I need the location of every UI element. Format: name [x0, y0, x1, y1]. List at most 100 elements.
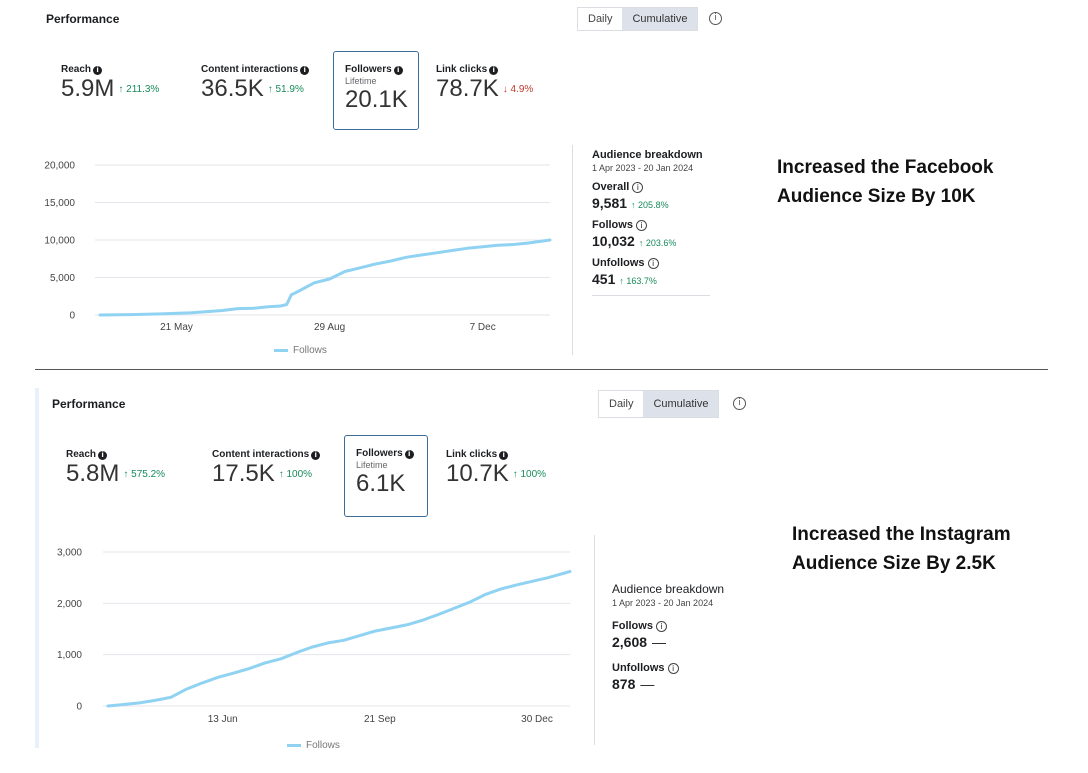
metric-label: Followers	[356, 448, 403, 459]
metric-link-clicks[interactable]: Link clicks i 78.7K ↓ 4.9%	[436, 64, 533, 103]
breakdown-change: —	[652, 634, 667, 650]
breakdown-label-follows: Follows	[592, 219, 633, 231]
metric-change: ↓ 4.9%	[502, 84, 534, 95]
metric-value: 78.7K	[436, 75, 499, 102]
y-tick-label: 1,000	[57, 650, 82, 661]
breakdown-change: ↑ 205.8%	[631, 200, 669, 210]
legend-label: Follows	[293, 345, 327, 356]
daily-toggle-button[interactable]: Daily	[609, 398, 634, 410]
metric-change: ↑ 51.9%	[267, 84, 304, 95]
info-filled-icon[interactable]: i	[404, 450, 414, 459]
legend-swatch	[287, 744, 301, 747]
breakdown-title: Audience breakdown	[612, 582, 725, 596]
cumulative-toggle-button[interactable]: Cumulative	[622, 8, 698, 30]
breakdown-label-unfollows: Unfollows	[612, 662, 665, 674]
metric-value: 17.5K	[212, 460, 275, 487]
caption-line: Increased the Facebook	[777, 157, 994, 178]
legend-label: Follows	[306, 740, 340, 751]
metric-change: ↑ 211.3%	[118, 84, 160, 95]
info-icon[interactable]: i	[733, 397, 746, 410]
breakdown-change: ↑ 163.7%	[619, 276, 657, 286]
divider	[594, 535, 595, 745]
metric-followers[interactable]: Followers i Lifetime 6.1K	[344, 435, 428, 517]
breakdown-value-unfollows: 451	[592, 271, 616, 287]
y-tick-label: 3,000	[57, 548, 82, 559]
info-filled-icon[interactable]: i	[489, 66, 499, 75]
metric-sub-label: Lifetime	[356, 460, 388, 470]
metric-label: Content interactions	[201, 64, 299, 75]
info-icon[interactable]: i	[635, 220, 647, 231]
x-tick-label: 7 Dec	[470, 322, 496, 333]
facebook-performance-panel: Performance Daily Cumulative i Reach i 5.…	[0, 0, 1088, 360]
panel-title: Performance	[52, 397, 126, 411]
breakdown-date-range: 1 Apr 2023 - 20 Jan 2024	[612, 598, 714, 608]
metric-link-clicks[interactable]: Link clicks i 10.7K ↑ 100%	[446, 449, 546, 488]
info-icon[interactable]: i	[632, 182, 644, 193]
metric-change: ↑ 100%	[278, 469, 313, 480]
metric-label: Content interactions	[212, 449, 310, 460]
caption-line: Audience Size By 2.5K	[792, 553, 996, 574]
metric-content-interactions[interactable]: Content interactions i 17.5K ↑ 100%	[212, 449, 321, 488]
legend-swatch	[274, 349, 288, 352]
follows-series-line	[98, 238, 552, 317]
metric-reach[interactable]: Reach i 5.8M ↑ 575.2%	[66, 449, 165, 488]
breakdown-label-follows: Follows	[612, 620, 653, 632]
info-icon[interactable]: i	[667, 663, 679, 674]
caption-line: Increased the Instagram	[792, 524, 1011, 545]
metric-sub-label: Lifetime	[345, 76, 377, 86]
y-tick-label: 0	[69, 311, 75, 322]
chart-svg: 3,000 2,000 1,000 0 13 Jun 21 Sep 30 Dec	[57, 548, 572, 725]
metric-followers[interactable]: Followers i Lifetime 20.1K	[333, 51, 419, 130]
breakdown-label-unfollows: Unfollows	[592, 257, 645, 269]
y-tick-label: 10,000	[44, 236, 75, 247]
daily-toggle-button[interactable]: Daily	[588, 13, 613, 25]
view-toggle: Daily Cumulative	[577, 7, 699, 31]
metric-label: Link clicks	[436, 64, 488, 75]
cumulative-toggle-button[interactable]: Cumulative	[643, 391, 719, 417]
panel-title: Performance	[46, 12, 120, 26]
metric-change: ↑ 100%	[512, 469, 547, 480]
metric-value: 6.1K	[356, 470, 406, 497]
metric-label: Reach	[61, 64, 92, 75]
info-icon[interactable]: i	[647, 258, 659, 269]
breakdown-label-overall: Overall	[592, 181, 630, 193]
y-tick-label: 5,000	[50, 273, 75, 284]
metric-value: 5.9M	[61, 75, 115, 102]
chart-legend: Follows	[274, 345, 327, 356]
metric-value: 10.7K	[446, 460, 509, 487]
metric-label: Followers	[345, 64, 392, 75]
chart-legend: Follows	[287, 740, 340, 751]
info-filled-icon[interactable]: i	[499, 451, 509, 460]
info-filled-icon[interactable]: i	[311, 451, 321, 460]
divider	[572, 145, 573, 355]
breakdown-value-unfollows: 878	[612, 676, 636, 692]
info-icon[interactable]: i	[655, 621, 667, 632]
instagram-performance-panel: Performance Daily Cumulative i Reach i 5.…	[0, 370, 1088, 773]
breakdown-title: Audience breakdown	[592, 149, 703, 161]
metric-label: Link clicks	[446, 449, 498, 460]
info-filled-icon[interactable]: i	[93, 66, 103, 75]
facebook-caption: Increased the Facebook Audience Size By …	[777, 153, 993, 211]
followers-line-chart: 3,000 2,000 1,000 0 13 Jun 21 Sep 30 Dec	[0, 540, 580, 735]
x-tick-label: 21 Sep	[364, 714, 396, 725]
info-filled-icon[interactable]: i	[98, 451, 108, 460]
info-filled-icon[interactable]: i	[393, 66, 403, 75]
metric-reach[interactable]: Reach i 5.9M ↑ 211.3%	[61, 64, 159, 103]
metric-value: 20.1K	[345, 86, 408, 113]
audience-breakdown: Audience breakdown 1 Apr 2023 - 20 Jan 2…	[592, 149, 710, 296]
panel-accent-bar	[35, 388, 39, 748]
section-divider	[35, 369, 1048, 370]
x-tick-label: 29 Aug	[314, 322, 345, 333]
info-icon[interactable]: i	[709, 12, 722, 25]
view-toggle: Daily Cumulative	[598, 390, 720, 418]
metric-content-interactions[interactable]: Content interactions i 36.5K ↑ 51.9%	[201, 64, 310, 103]
y-tick-label: 2,000	[57, 599, 82, 610]
chart-svg: 20,000 15,000 10,000 5,000 0 21 May 29 Aug 7 De…	[44, 161, 552, 333]
x-tick-label: 21 May	[160, 322, 193, 333]
x-tick-label: 30 Dec	[521, 714, 553, 725]
y-tick-label: 0	[76, 702, 82, 713]
metric-change: ↑ 575.2%	[123, 469, 166, 480]
x-tick-label: 13 Jun	[208, 714, 238, 725]
info-filled-icon[interactable]: i	[300, 66, 310, 75]
breakdown-value-follows: 10,032	[592, 233, 635, 249]
